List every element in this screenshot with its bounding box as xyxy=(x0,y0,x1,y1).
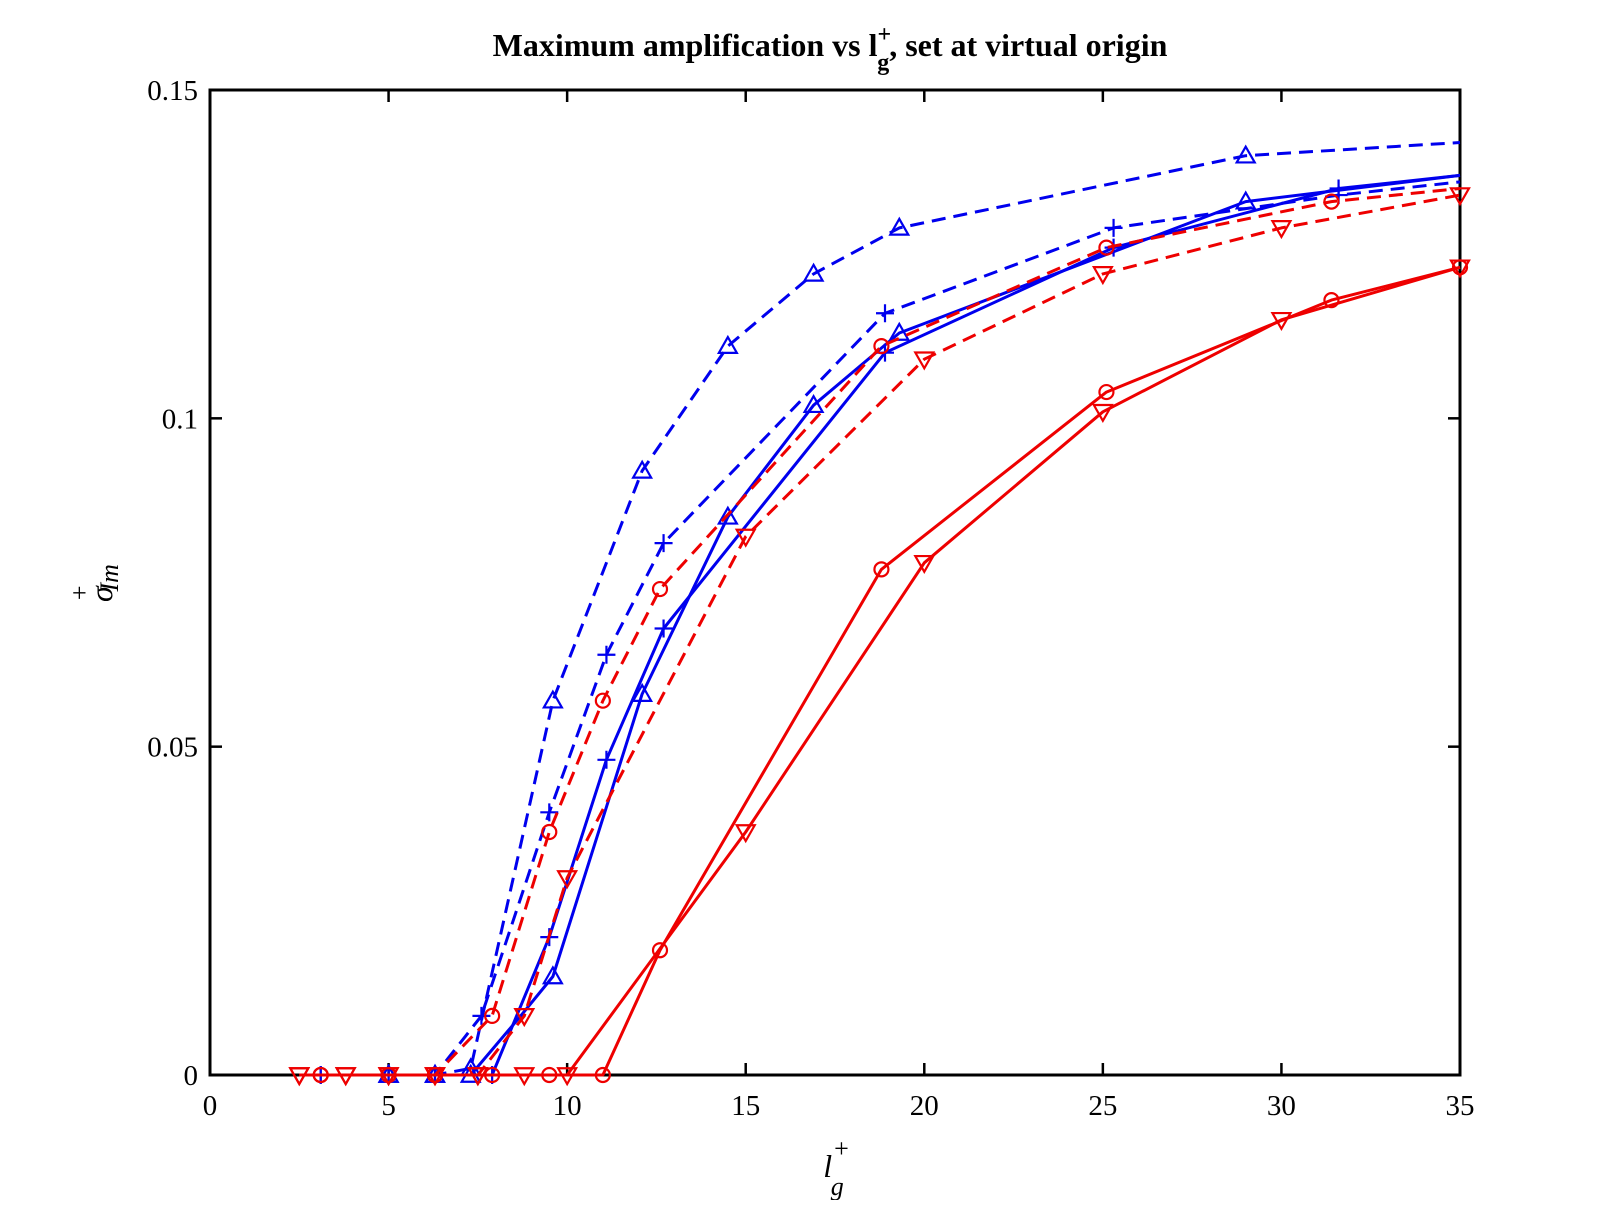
data-point xyxy=(631,682,654,702)
series-line xyxy=(388,141,1461,1077)
data-point xyxy=(484,1007,501,1025)
data-point xyxy=(540,803,559,822)
x-tick-label: 20 xyxy=(910,1090,939,1122)
data-point xyxy=(334,1067,357,1087)
x-tick-label: 30 xyxy=(1267,1090,1296,1122)
x-axis: 0 5 10 15 20 25 30 35 xyxy=(203,90,1475,1122)
y-tick-label: 0.1 xyxy=(162,403,198,435)
data-point xyxy=(1449,259,1471,279)
data-point xyxy=(1098,383,1115,401)
chart-title: Maximum amplification vs l+ g, set at vir… xyxy=(493,22,1168,76)
data-point xyxy=(1323,193,1340,210)
data-point xyxy=(654,534,673,553)
data-point xyxy=(597,645,616,664)
data-point xyxy=(913,554,936,575)
data-point xyxy=(513,1067,536,1087)
chart-title-sup: + xyxy=(878,22,892,48)
data-point xyxy=(466,1067,489,1087)
x-tick-label: 35 xyxy=(1446,1090,1475,1122)
data-point xyxy=(1329,179,1348,198)
x-tick-label: 5 xyxy=(381,1090,396,1122)
data-point xyxy=(913,351,936,371)
data-point xyxy=(873,561,890,578)
series-line xyxy=(299,265,1461,1077)
data-point xyxy=(651,580,669,598)
data-point xyxy=(1098,239,1115,256)
data-point xyxy=(716,505,739,525)
x-axis-label: l+ g xyxy=(823,1134,849,1200)
data-point xyxy=(1234,190,1257,210)
y-axis-label-base: σ xyxy=(83,585,119,602)
chart-title-sub: g xyxy=(877,50,889,76)
x-axis-label-sup: + xyxy=(834,1134,849,1163)
x-tick-label: 15 xyxy=(731,1090,760,1122)
data-point xyxy=(556,870,579,890)
y-axis-label-sub: Im xyxy=(95,564,124,592)
y-axis-label-sup: + xyxy=(65,585,94,600)
data-point xyxy=(631,459,654,479)
data-point xyxy=(424,1067,446,1087)
data-point xyxy=(513,1008,536,1028)
data-point xyxy=(1449,187,1471,207)
data-point xyxy=(377,1067,400,1087)
series-7 xyxy=(288,259,1471,1087)
data-point xyxy=(594,692,611,709)
data-point xyxy=(734,824,757,844)
data-point xyxy=(651,942,669,959)
x-tick-label: 10 xyxy=(553,1090,582,1122)
data-point xyxy=(541,823,558,841)
data-point xyxy=(594,1066,611,1084)
data-point xyxy=(1270,311,1293,332)
y-tick-label: 0 xyxy=(184,1060,199,1092)
x-axis-label-base: l xyxy=(823,1148,832,1184)
chart-title-main: Maximum amplification vs l xyxy=(493,27,878,63)
y-axis-label: σ+Im xyxy=(65,564,124,602)
x-axis-label-sub: g xyxy=(831,1172,844,1200)
data-point xyxy=(1091,403,1114,423)
chart-title-rest: , set at virtual origin xyxy=(889,27,1167,63)
data-point xyxy=(1270,220,1293,240)
x-tick-label: 25 xyxy=(1088,1090,1117,1122)
data-point xyxy=(1323,292,1340,309)
data-point xyxy=(716,334,739,354)
data-point xyxy=(541,965,564,985)
data-point xyxy=(1104,218,1123,237)
series-layer xyxy=(288,141,1471,1087)
data-point xyxy=(888,216,911,236)
x-tick-label: 0 xyxy=(203,1090,218,1122)
data-point xyxy=(734,528,757,548)
y-axis: 0 0.05 0.1 0.15 xyxy=(147,75,1460,1092)
data-point xyxy=(1234,144,1257,164)
data-point xyxy=(472,1006,491,1025)
data-point xyxy=(802,262,825,282)
y-axis-label-group: σ+Im xyxy=(65,564,124,602)
series-line xyxy=(299,193,1461,1077)
plot-frame xyxy=(208,88,1462,1077)
y-tick-label: 0.05 xyxy=(147,732,198,764)
data-point xyxy=(556,1067,579,1087)
data-point xyxy=(288,1067,311,1087)
data-point xyxy=(541,689,564,709)
data-point xyxy=(654,619,673,638)
y-tick-label: 0.15 xyxy=(147,75,198,107)
data-point xyxy=(1091,266,1114,286)
data-point xyxy=(802,393,825,414)
data-point xyxy=(597,750,616,769)
data-point xyxy=(876,304,894,323)
data-point xyxy=(873,338,890,355)
